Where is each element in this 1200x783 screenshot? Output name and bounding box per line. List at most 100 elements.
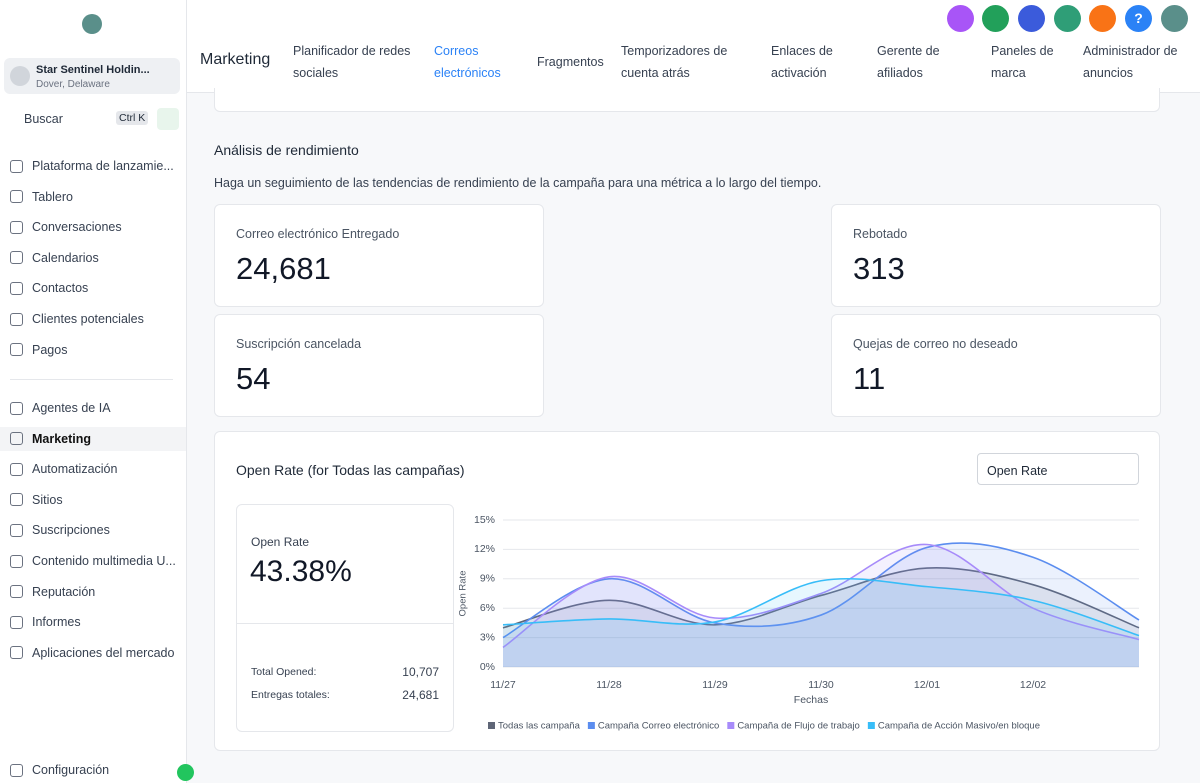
account-switcher[interactable]: Star Sentinel Holdin... Dover, Delaware bbox=[4, 58, 180, 94]
card-value: 43.38% bbox=[250, 555, 352, 588]
y-tick-label: 15% bbox=[474, 514, 495, 526]
nav-item[interactable]: Configuración bbox=[10, 758, 109, 782]
section-title: Análisis de rendimiento bbox=[214, 142, 359, 158]
nav-tab[interactable]: Administrador de anuncios bbox=[1083, 44, 1178, 80]
nav-item[interactable]: Pagos bbox=[10, 338, 67, 362]
metric-card: Rebotado 313 bbox=[831, 204, 1161, 307]
nav-tab[interactable]: Correos electrónicos bbox=[434, 44, 501, 80]
y-axis-label: Open Rate bbox=[458, 571, 469, 617]
logo bbox=[82, 14, 102, 34]
nav-item[interactable]: Automatización bbox=[10, 457, 117, 481]
metric-value: 11 bbox=[853, 361, 886, 396]
open-rate-card: Open Rate 43.38% Total Opened: 10,707 Entr… bbox=[236, 504, 454, 732]
row-value: 10,707 bbox=[402, 665, 439, 679]
legend-swatch bbox=[867, 722, 875, 729]
series-line bbox=[502, 566, 1140, 629]
search-placeholder: Buscar bbox=[24, 112, 63, 126]
x-axis-label: Fechas bbox=[794, 694, 828, 706]
chart-panel: Open Rate (for Todas las campañas) Open … bbox=[214, 431, 1160, 751]
nav-item[interactable]: Informes bbox=[10, 610, 81, 634]
y-tick-label: 6% bbox=[480, 602, 495, 614]
nav-item[interactable]: Reputación bbox=[10, 580, 95, 604]
metric-value: 313 bbox=[853, 251, 905, 286]
nav-label: Contactos bbox=[32, 281, 89, 296]
nav-item[interactable]: Aplicaciones del mercado bbox=[10, 641, 174, 665]
nav-tab[interactable]: Fragmentos bbox=[537, 55, 604, 69]
header: Marketing Planificador de redes sociales… bbox=[187, 0, 1200, 93]
series-area bbox=[503, 578, 1139, 667]
metric-card: Suscripción cancelada 54 bbox=[214, 314, 544, 417]
nav-label: Agentes de IA bbox=[32, 401, 111, 415]
series-line bbox=[502, 542, 1140, 639]
nav-tab[interactable]: Enlaces de activación bbox=[771, 44, 833, 80]
legend-swatch bbox=[587, 722, 595, 729]
series-area bbox=[503, 567, 1139, 667]
sidebar: Star Sentinel Holdin... Dover, Delaware … bbox=[0, 0, 194, 783]
metric-value: 24,681 bbox=[236, 251, 331, 286]
nav-label: Informes bbox=[32, 615, 81, 630]
header-title: Marketing bbox=[200, 51, 271, 68]
legend-swatch bbox=[727, 722, 735, 729]
nav-item[interactable]: Calendarios bbox=[10, 246, 99, 270]
metric-card: Correo electrónico Entregado 24,681 bbox=[214, 204, 544, 307]
nav-tab[interactable]: Planificador de redes sociales bbox=[293, 44, 411, 80]
nav-tab[interactable]: Temporizadores de cuenta atrás bbox=[621, 44, 728, 80]
nav-item[interactable]: Sitios bbox=[10, 488, 63, 512]
nav-item[interactable]: Conversaciones bbox=[10, 215, 122, 239]
metric-label: Rebotado bbox=[853, 227, 908, 241]
row-label: Total Opened: bbox=[251, 666, 317, 678]
nav-label: Sitios bbox=[32, 492, 63, 507]
x-tick-label: 11/29 bbox=[702, 679, 728, 691]
nav-item[interactable]: Contactos bbox=[10, 276, 88, 300]
legend-label: Campaña de Acción Masivo/en bloque bbox=[878, 721, 1040, 732]
nav-item[interactable]: Agentes de IA bbox=[10, 396, 111, 420]
nav-item[interactable]: Suscripciones bbox=[10, 518, 110, 542]
nav-item[interactable]: Plataforma de lanzamie... bbox=[10, 154, 174, 178]
nav-item[interactable]: Marketing bbox=[0, 426, 186, 451]
nav-label: Contenido multimedia U... bbox=[32, 554, 176, 568]
nav-label: Suscripciones bbox=[32, 523, 110, 538]
nav-label: Aplicaciones del mercado bbox=[32, 645, 175, 660]
nav-item[interactable]: Clientes potenciales bbox=[10, 307, 144, 331]
nav-label: Automatización bbox=[32, 462, 118, 477]
collapse-button[interactable] bbox=[177, 764, 194, 781]
nav-label: Marketing bbox=[32, 431, 92, 446]
series-line bbox=[502, 543, 1140, 649]
series-line bbox=[502, 577, 1140, 637]
search[interactable]: Buscar Ctrl K bbox=[4, 108, 150, 130]
legend-label: Campaña de Flujo de trabajo bbox=[737, 721, 860, 732]
account-name: Star Sentinel Holdin... bbox=[36, 64, 150, 76]
nav-item[interactable]: Tablero bbox=[10, 185, 73, 209]
metric-dropdown[interactable]: Open Rate bbox=[977, 453, 1139, 485]
help-button[interactable]: ? bbox=[1125, 5, 1152, 32]
chart: 0% 3% 6% 9% 12% 15% 11/27 11/28 11/29 11/30 12/01 1… bbox=[458, 514, 1140, 732]
nav-tab[interactable]: Gerente de afiliados bbox=[877, 44, 940, 80]
section-description: Haga un seguimiento de las tendencias de… bbox=[214, 176, 822, 190]
account-location: Dover, Delaware bbox=[36, 79, 110, 90]
shortcut: Ctrl K bbox=[116, 111, 149, 125]
x-tick-label: 12/01 bbox=[914, 679, 940, 691]
legend-swatch bbox=[488, 722, 495, 729]
x-tick-label: 11/28 bbox=[596, 679, 622, 691]
card-label: Open Rate bbox=[251, 535, 310, 549]
x-tick-label: 11/27 bbox=[490, 679, 516, 691]
nav-label: Reputación bbox=[32, 584, 96, 599]
nav-label: Configuración bbox=[32, 763, 110, 777]
row-value: 24,681 bbox=[402, 688, 439, 702]
x-tick-label: 11/30 bbox=[808, 679, 834, 691]
quick-action[interactable] bbox=[157, 108, 179, 130]
metric-value: 54 bbox=[236, 361, 271, 396]
metric-label: Correo electrónico Entregado bbox=[236, 227, 400, 241]
legend-label: Todas las campaña bbox=[498, 721, 581, 732]
y-tick-label: 0% bbox=[480, 661, 495, 673]
series-area bbox=[503, 544, 1139, 667]
metric-label: Quejas de correo no deseado bbox=[853, 337, 1018, 351]
nav-tab[interactable]: Paneles de marca bbox=[991, 44, 1054, 80]
metric-card: Quejas de correo no deseado 11 bbox=[831, 314, 1161, 417]
nav-label: Pagos bbox=[32, 342, 68, 357]
nav-item[interactable]: Contenido multimedia U... bbox=[10, 549, 176, 573]
series-area bbox=[503, 543, 1139, 667]
nav-label: Plataforma de lanzamie... bbox=[32, 159, 174, 173]
y-tick-label: 9% bbox=[480, 573, 495, 585]
